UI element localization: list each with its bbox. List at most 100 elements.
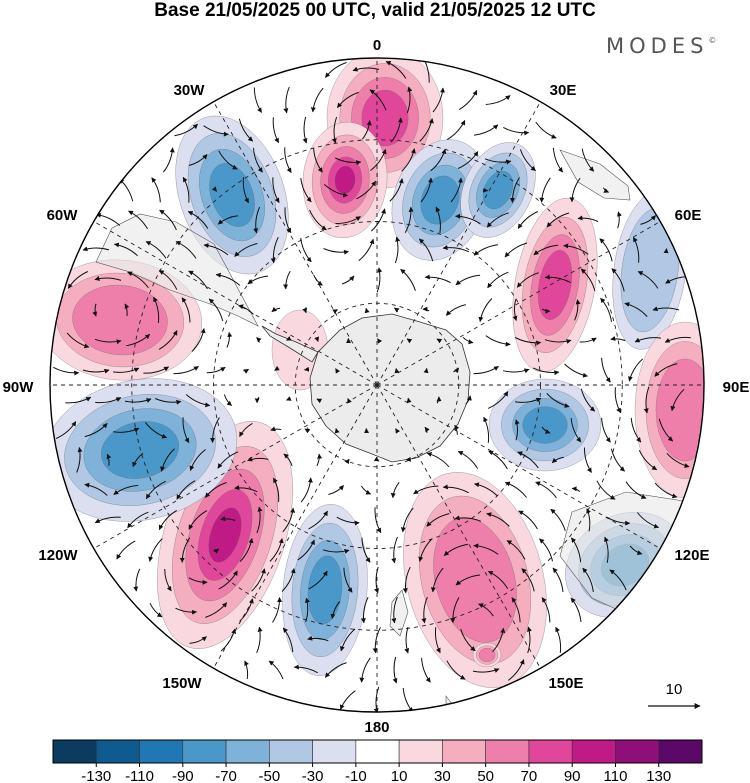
wind-vector-329	[570, 597, 582, 623]
wind-vector-177	[628, 358, 644, 382]
wind-vector-286	[297, 539, 315, 561]
wind-vector-241	[84, 482, 108, 496]
wind-vector-79	[145, 241, 167, 259]
wind-vector-62	[217, 215, 238, 225]
wind-vector-46	[272, 177, 280, 204]
wind-vector-121	[181, 297, 191, 323]
antarctic-peninsula	[261, 325, 319, 363]
wind-vector-249	[328, 485, 344, 495]
wind-vector-200	[84, 423, 108, 438]
wind-vector-135	[600, 297, 612, 322]
wind-vector-232	[426, 451, 450, 468]
wind-vector-24	[503, 126, 530, 136]
anomaly-blob-8-level-3	[522, 406, 568, 444]
wind-vector-219	[658, 418, 674, 442]
wind-vector-84	[300, 238, 312, 263]
wind-vector-308	[430, 567, 444, 593]
wind-vector-129	[422, 306, 430, 312]
wind-vector-101	[188, 270, 208, 290]
wind-vector-348	[392, 656, 398, 684]
wind-vector-268	[308, 510, 328, 530]
wind-vector-119	[124, 303, 130, 317]
wind-vector-252	[413, 485, 439, 495]
wind-vector-111	[487, 271, 509, 289]
wind-vector-290	[418, 538, 433, 562]
wind-vector-307	[402, 566, 411, 594]
meridian-1	[376, 101, 541, 386]
colorbar-swatch-0	[52, 739, 97, 764]
wind-vector-140	[126, 333, 151, 347]
wind-vector-78	[113, 242, 138, 257]
wind-vector-30	[284, 147, 292, 174]
wind-vector-342	[555, 626, 562, 653]
lon-label-0: 0	[373, 37, 381, 54]
wind-vector-5	[283, 86, 290, 114]
colorbar-tick-9: 50	[477, 768, 494, 783]
wind-vector-238	[610, 448, 625, 472]
wind-vector-225	[217, 451, 239, 469]
wind-vector-43	[182, 176, 190, 203]
wind-vector-138	[66, 332, 90, 349]
wind-vector-99	[127, 271, 149, 289]
wind-vector-132	[512, 299, 518, 321]
colorbar-tick-4: -50	[258, 768, 280, 783]
wind-vector-110	[455, 274, 481, 286]
wind-vector-328	[541, 597, 551, 623]
meridian-11	[213, 101, 378, 386]
wind-vector-193	[515, 397, 542, 403]
wind-vector-16	[272, 117, 280, 144]
meridian-10	[93, 221, 378, 386]
wind-vector-21	[419, 118, 434, 142]
wind-vector-8	[369, 89, 387, 111]
lon-label-180: 180	[364, 719, 389, 736]
wind-vector-90	[473, 244, 498, 256]
wind-vector-32	[334, 157, 362, 166]
antarctica-landmass	[309, 313, 471, 463]
colorbar-tick-7: 10	[391, 768, 408, 783]
wind-vector-149	[406, 338, 413, 344]
colorbar-swatch-2	[139, 739, 184, 764]
wind-vector-260	[654, 482, 678, 499]
wind-vector-159	[53, 366, 80, 376]
lon-label-120w: 120W	[38, 547, 78, 564]
wind-vector-39	[552, 147, 563, 173]
wind-vector-343	[244, 660, 249, 680]
wind-vector-190	[436, 396, 442, 404]
wind-vector-298	[133, 568, 141, 592]
wind-vector-247	[272, 477, 280, 502]
wind-vector-168	[335, 368, 341, 374]
wind-vector-273	[454, 515, 482, 522]
wind-vector-106	[341, 275, 355, 285]
wind-vector-6	[310, 87, 324, 113]
wind-vector-136	[624, 302, 648, 317]
wind-vector-351	[472, 668, 500, 673]
wind-vector-93	[563, 243, 589, 255]
wind-vector-272	[426, 513, 450, 527]
wind-vector-87	[394, 236, 401, 264]
wind-vector-128	[393, 307, 400, 313]
wind-vector-122	[208, 298, 224, 322]
wind-vector-234	[488, 450, 508, 470]
wind-vector-317	[205, 602, 228, 618]
wind-vector-137	[652, 306, 680, 312]
wind-vector-347	[359, 657, 371, 683]
latitude-circle-2	[131, 139, 623, 631]
wind-vector-65	[309, 209, 327, 231]
wind-vector-45	[242, 177, 249, 204]
wind-vector-262	[127, 511, 149, 529]
wind-vector-120	[153, 296, 160, 323]
colorbar-swatch-7	[355, 739, 400, 764]
wind-vector-191	[465, 395, 472, 405]
wind-vector-280	[116, 540, 136, 560]
wind-vector-276	[550, 508, 566, 531]
wind-vector-277	[586, 508, 591, 532]
wind-vector-245	[205, 482, 227, 498]
wind-vector-265	[220, 516, 236, 521]
wind-vector-254	[474, 482, 498, 497]
wind-vector-202	[145, 422, 168, 439]
wind-vector-250	[360, 485, 372, 495]
lon-label-60w: 60W	[47, 207, 79, 224]
wind-vector-302	[251, 568, 266, 592]
wind-vector-299	[164, 568, 172, 592]
